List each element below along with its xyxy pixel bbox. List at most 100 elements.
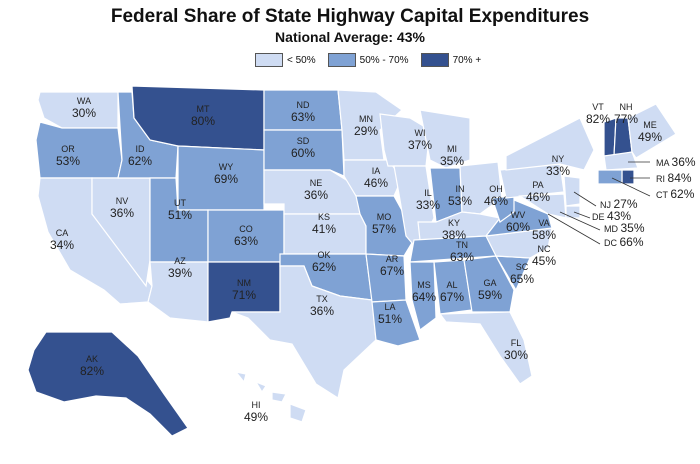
state-ny <box>505 117 595 171</box>
state-abbr-ne: NE <box>310 178 323 188</box>
state-value-oh: 46% <box>484 194 508 208</box>
state-value-nd: 63% <box>291 110 315 124</box>
state-value-vt: 82% <box>586 112 610 126</box>
legend-swatch-mid <box>327 53 356 67</box>
state-abbr-sc: SC <box>516 262 529 272</box>
state-value-ut: 51% <box>168 208 192 222</box>
state-abbr-wi: WI <box>415 128 426 138</box>
map-title: Federal Share of State Highway Capital E… <box>110 6 590 27</box>
state-ct <box>597 169 623 185</box>
state-de <box>565 205 581 219</box>
state-abbr-ks: KS <box>318 212 330 222</box>
legend-label-high: 70% + <box>452 54 482 66</box>
state-abbr-wv: WV <box>511 210 526 220</box>
state-abbr-va: VA <box>538 218 549 228</box>
state-label-md: MD 35% <box>604 221 645 235</box>
legend-label-mid: 50% - 70% <box>359 54 409 66</box>
state-value-me: 49% <box>638 130 662 144</box>
state-value-tn: 63% <box>450 250 474 264</box>
leader-line-de <box>573 211 591 219</box>
state-abbr-tn: TN <box>456 240 468 250</box>
state-value-wi: 37% <box>408 138 432 152</box>
legend-swatch-low <box>255 53 283 67</box>
state-value-ak: 82% <box>80 364 104 378</box>
state-value-mn: 29% <box>354 124 378 138</box>
state-abbr-oh: OH <box>489 184 503 194</box>
state-value-sd: 60% <box>291 146 315 160</box>
state-value-mt: 80% <box>191 114 215 128</box>
state-abbr-or: OR <box>61 144 75 154</box>
state-mn <box>337 89 403 161</box>
state-value-nc: 45% <box>532 254 556 268</box>
legend-label-low: < 50% <box>287 54 316 66</box>
state-me <box>627 103 677 159</box>
state-value-nh: 77% <box>614 112 638 126</box>
state-value-hi: 49% <box>244 410 268 424</box>
state-fl <box>438 311 533 385</box>
state-value-co: 63% <box>234 234 258 248</box>
state-shapes <box>27 85 677 437</box>
leader-line-dc <box>547 213 601 245</box>
state-abbr-mn: MN <box>359 114 373 124</box>
state-value-ny: 33% <box>546 164 570 178</box>
state-abbr-pa: PA <box>532 180 543 190</box>
state-abbr-vt: VT <box>592 102 604 112</box>
state-value-pa: 46% <box>526 190 550 204</box>
state-abbr-mi: MI <box>447 144 457 154</box>
state-abbr-ca: CA <box>56 228 69 238</box>
state-value-mi: 35% <box>440 154 464 168</box>
state-la <box>371 299 421 347</box>
state-value-ne: 36% <box>304 188 328 202</box>
state-value-ok: 62% <box>312 260 336 274</box>
state-value-wv: 60% <box>506 220 530 234</box>
state-value-sc: 65% <box>510 272 534 286</box>
state-abbr-ky: KY <box>448 218 460 228</box>
state-md <box>518 193 567 219</box>
state-abbr-il: IL <box>424 188 432 198</box>
state-labels: WA30%OR53%CA34%NV36%ID62%MT80%WY69%UT51%… <box>50 96 696 424</box>
state-abbr-nm: NM <box>237 278 251 288</box>
state-value-ca: 34% <box>50 238 74 252</box>
state-label-ma: MA 36% <box>656 155 696 169</box>
state-abbr-tx: TX <box>316 294 328 304</box>
state-ri <box>621 169 635 185</box>
state-ms <box>409 261 437 332</box>
state-value-ks: 41% <box>312 222 336 236</box>
state-ak <box>27 331 189 437</box>
legend: < 50% 50% - 70% 70% + <box>255 53 487 67</box>
state-abbr-in: IN <box>456 184 465 194</box>
state-or <box>35 121 123 179</box>
state-abbr-fl: FL <box>511 338 522 348</box>
state-label-dc: DC 66% <box>604 235 644 249</box>
state-value-nv: 36% <box>110 206 134 220</box>
state-value-ia: 46% <box>364 176 388 190</box>
state-mi <box>419 109 471 169</box>
state-nj <box>563 175 581 207</box>
state-value-in: 53% <box>448 194 472 208</box>
state-value-az: 39% <box>168 266 192 280</box>
state-value-ky: 38% <box>442 228 466 242</box>
state-abbr-mt: MT <box>197 104 210 114</box>
state-abbr-ny: NY <box>552 154 565 164</box>
state-value-il: 33% <box>416 198 440 212</box>
state-label-ct: CT 62% <box>656 187 695 201</box>
state-value-va: 58% <box>532 228 556 242</box>
map-subtitle: National Average: 43% <box>275 29 425 45</box>
state-abbr-nc: NC <box>538 244 551 254</box>
legend-item-mid: 50% - 70% <box>327 53 409 67</box>
state-label-nj: NJ 27% <box>600 197 638 211</box>
state-value-nm: 71% <box>232 288 256 302</box>
state-value-ar: 67% <box>380 264 404 278</box>
legend-item-low: < 50% <box>255 53 316 67</box>
state-abbr-ia: IA <box>372 166 381 176</box>
legend-swatch-high <box>420 53 449 67</box>
state-abbr-ms: MS <box>417 280 431 290</box>
state-hi <box>234 371 307 423</box>
state-abbr-al: AL <box>446 280 457 290</box>
state-abbr-sd: SD <box>297 136 310 146</box>
state-value-fl: 30% <box>504 348 528 362</box>
state-label-de: DE 43% <box>592 209 631 223</box>
state-abbr-id: ID <box>136 144 146 154</box>
state-abbr-wa: WA <box>77 96 91 106</box>
